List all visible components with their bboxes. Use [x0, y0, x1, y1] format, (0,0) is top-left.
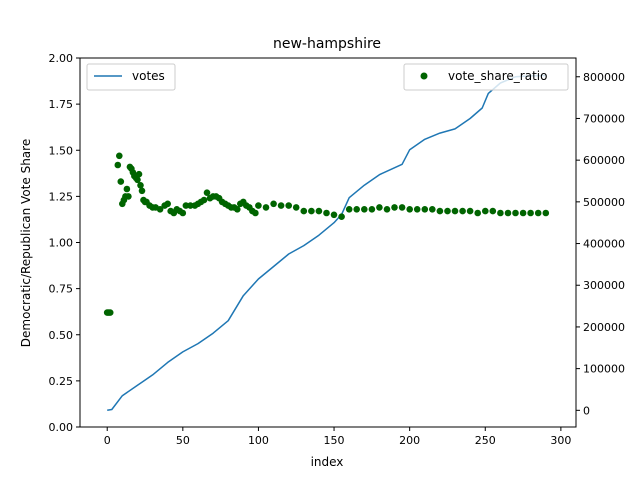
- x-axis-ticks: 0 50 100 150 200 250 300: [104, 427, 571, 447]
- y-left-tick-label: 0.25: [49, 375, 74, 388]
- x-tick-label: 100: [248, 434, 269, 447]
- scatter-point: [376, 204, 383, 211]
- scatter-point: [138, 187, 146, 195]
- scatter-point: [255, 202, 262, 209]
- scatter-point: [383, 206, 391, 213]
- scatter-point: [277, 202, 285, 209]
- y-left-axis-ticks: 0.00 0.25 0.50 0.75 1.00 1.25 1.50 1.75 2.00: [49, 52, 80, 434]
- scatter-point: [406, 206, 414, 213]
- legend-votes-label: votes: [132, 69, 165, 83]
- y-right-tick-label: 600000: [583, 154, 625, 167]
- scatter-point: [262, 204, 270, 211]
- y-left-tick-label: 2.00: [49, 52, 74, 65]
- scatter-point: [270, 200, 277, 208]
- scatter-point: [429, 206, 436, 213]
- y-left-tick-label: 0.75: [49, 283, 74, 296]
- legend-ratio: vote_share_ratio: [403, 63, 569, 91]
- y-left-tick-label: 0.00: [49, 421, 74, 434]
- scatter-point: [315, 207, 323, 215]
- x-tick-label: 300: [550, 434, 571, 447]
- scatter-point: [135, 170, 143, 178]
- scatter-point: [330, 211, 338, 219]
- scatter-point: [179, 209, 187, 217]
- y-right-tick-label: 700000: [583, 112, 625, 125]
- scatter-point: [466, 207, 474, 215]
- y-right-tick-label: 400000: [583, 238, 625, 251]
- x-tick-label: 0: [104, 434, 111, 447]
- series-line-votes: [107, 74, 546, 412]
- x-tick-label: 50: [176, 434, 190, 447]
- scatter-point: [252, 209, 259, 217]
- x-axis-label: index: [311, 455, 344, 469]
- y-left-tick-label: 1.00: [49, 237, 74, 250]
- scatter-point: [156, 206, 164, 213]
- scatter-point: [451, 207, 459, 215]
- scatter-point: [512, 209, 519, 217]
- scatter-point: [200, 196, 208, 204]
- y-right-tick-label: 0: [583, 404, 590, 417]
- scatter-point: [542, 209, 550, 217]
- scatter-point: [519, 209, 527, 217]
- y-left-tick-label: 1.25: [49, 190, 74, 203]
- scatter-point: [300, 207, 308, 215]
- scatter-point: [368, 206, 376, 213]
- scatter-point: [398, 204, 406, 211]
- scatter-point: [504, 209, 512, 217]
- scatter-point: [106, 309, 114, 316]
- y-left-tick-label: 1.75: [49, 98, 74, 111]
- y-right-axis-ticks: 0 100000 200000 300000 400000 500000 600000 700…: [576, 71, 625, 417]
- scatter-point: [345, 206, 353, 213]
- scatter-point: [292, 204, 300, 211]
- y-left-tick-label: 1.50: [49, 144, 74, 157]
- scatter-point: [436, 207, 444, 215]
- scatter-point: [125, 193, 132, 200]
- scatter-point: [285, 202, 293, 209]
- scatter-point: [474, 209, 482, 217]
- x-tick-label: 200: [399, 434, 420, 447]
- scatter-point: [123, 185, 131, 193]
- legend-ratio-box: [403, 63, 569, 91]
- scatter-point: [421, 206, 429, 213]
- x-tick-label: 250: [475, 434, 496, 447]
- scatter-point: [489, 207, 497, 215]
- scatter-point: [308, 207, 315, 215]
- scatter-point: [117, 178, 125, 185]
- scatter-point: [137, 182, 144, 189]
- scatter-point: [116, 152, 123, 160]
- y-right-tick-label: 800000: [583, 71, 625, 84]
- y-right-tick-label: 500000: [583, 196, 625, 209]
- scatter-point: [444, 207, 451, 215]
- scatter-point: [323, 209, 330, 217]
- y-left-tick-label: 0.50: [49, 329, 74, 342]
- y-axis-label: Democratic/Republican Vote Share: [19, 139, 33, 347]
- scatter-point: [114, 161, 122, 169]
- scatter-point: [338, 213, 345, 220]
- x-tick-label: 150: [324, 434, 345, 447]
- scatter-point: [134, 176, 141, 184]
- scatter-point: [361, 206, 368, 213]
- scatter-point: [234, 206, 241, 213]
- scatter-point: [164, 200, 171, 208]
- series-layer: [103, 74, 550, 412]
- legend-ratio-swatch: [420, 72, 428, 80]
- scatter-point: [391, 204, 398, 211]
- scatter-point: [203, 189, 211, 196]
- y-right-tick-label: 100000: [583, 363, 625, 376]
- chart-title: new-hampshire: [273, 36, 381, 52]
- y-right-tick-label: 300000: [583, 279, 625, 292]
- legend-ratio-label: vote_share_ratio: [448, 69, 547, 83]
- scatter-point: [413, 206, 421, 213]
- scatter-point: [482, 207, 489, 215]
- scatter-point: [497, 209, 504, 217]
- legend-votes-box: [86, 63, 176, 91]
- scatter-point: [534, 209, 542, 217]
- scatter-point: [459, 207, 466, 215]
- legend-votes: votes: [86, 63, 176, 91]
- plot-frame: [79, 57, 577, 428]
- scatter-point: [527, 209, 534, 217]
- scatter-point: [353, 206, 361, 213]
- y-right-tick-label: 200000: [583, 321, 625, 334]
